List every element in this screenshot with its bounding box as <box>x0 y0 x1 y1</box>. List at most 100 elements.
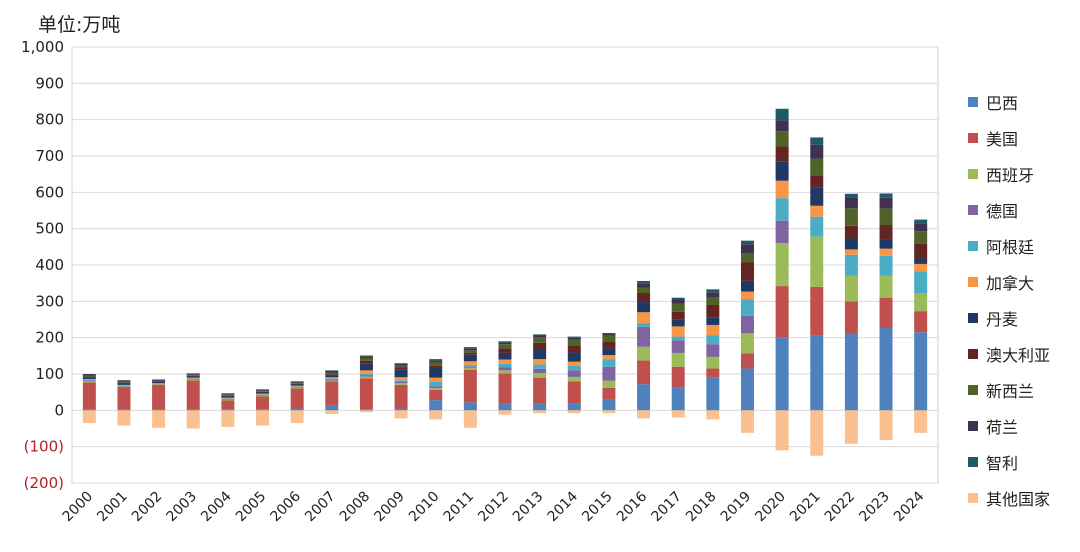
y-tick-label: 700 <box>35 147 64 165</box>
bar-segment <box>671 340 685 353</box>
bar-segment <box>117 385 131 387</box>
bar-segment <box>775 243 789 287</box>
bar-segment <box>602 410 616 414</box>
bar-segment <box>844 249 858 255</box>
bar-segment <box>879 208 893 226</box>
bar-segment <box>879 239 893 249</box>
bar-segment <box>533 377 547 404</box>
bar-segment <box>810 335 824 411</box>
bar-segment <box>256 395 270 397</box>
bar-segment <box>359 409 373 411</box>
bar-segment <box>602 366 616 381</box>
bar-segment <box>463 364 477 367</box>
bar-segment <box>359 358 373 361</box>
bars <box>82 108 928 456</box>
bar-segment <box>914 243 928 259</box>
legend-label: 德国 <box>986 202 1019 221</box>
legend-swatch <box>968 421 978 431</box>
bar-segment <box>82 376 96 378</box>
bar-segment <box>706 410 720 420</box>
bar-segment <box>498 403 512 411</box>
legend-swatch <box>968 169 978 179</box>
bar-segment <box>879 248 893 256</box>
y-tick-label: 0 <box>54 401 64 419</box>
bar-segment <box>706 368 720 378</box>
bar-segment <box>256 409 270 411</box>
bar-segment <box>775 220 789 244</box>
bar-segment <box>879 193 893 198</box>
bar-segment <box>567 370 581 377</box>
bar-segment <box>879 275 893 298</box>
bar-segment <box>325 375 339 378</box>
bar-segment <box>498 341 512 343</box>
bar-segment <box>221 397 235 399</box>
bar-segment <box>844 225 858 239</box>
grid-lines <box>71 46 939 484</box>
bar-segment <box>844 334 858 411</box>
bar-segment <box>463 348 477 351</box>
bar-segment <box>637 302 651 313</box>
bar-segment <box>637 280 651 284</box>
bar-segment <box>740 353 754 369</box>
bar-segment <box>82 382 96 410</box>
bar-segment <box>671 366 685 388</box>
x-tick-label: 2008 <box>337 489 374 526</box>
bar-segment <box>463 347 477 349</box>
bar-segment <box>706 356 720 369</box>
bar-segment <box>602 387 616 400</box>
bar-segment <box>498 342 512 345</box>
x-tick-label: 2023 <box>856 489 893 526</box>
x-tick-label: 2005 <box>233 489 270 526</box>
bar-segment <box>567 366 581 371</box>
x-tick-label: 2004 <box>198 488 235 525</box>
bar-segment <box>394 367 408 370</box>
y-axis-ticks: 1,000 900 800 700 600 500 400 300 200 100 0 (100) (2… <box>21 38 64 492</box>
bar-segment <box>429 400 443 411</box>
legend-item: 德国 <box>968 192 1050 228</box>
bar-segment <box>671 336 685 341</box>
bar-segment <box>152 383 166 384</box>
bar-segment <box>671 319 685 327</box>
bar-segment <box>602 380 616 388</box>
bar-segment <box>290 383 304 385</box>
bar-segment <box>325 372 339 375</box>
bar-segment <box>533 350 547 360</box>
bar-segment <box>914 332 928 411</box>
bar-segment <box>152 383 166 384</box>
bar-segment <box>671 297 685 300</box>
bar-segment <box>463 402 477 411</box>
legend-item: 阿根廷 <box>968 228 1050 264</box>
bar-segment <box>256 391 270 393</box>
bar-segment <box>221 393 235 395</box>
bar-segment <box>567 410 581 414</box>
bar-segment <box>359 355 373 357</box>
bar-segment <box>810 236 824 287</box>
legend-swatch <box>968 133 978 143</box>
bar-segment <box>186 380 200 410</box>
bar-segment <box>706 344 720 357</box>
x-tick-label: 2013 <box>510 489 547 526</box>
bar-segment <box>567 376 581 382</box>
bar-segment <box>152 384 166 385</box>
x-tick-label: 2017 <box>649 489 686 526</box>
bar-segment <box>498 344 512 349</box>
bar-segment <box>879 255 893 276</box>
bar-segment <box>533 364 547 369</box>
y-tick-label: 400 <box>35 256 64 274</box>
bar-segment <box>82 374 96 375</box>
bar-segment <box>740 299 754 316</box>
bar-segment <box>394 383 408 385</box>
bar-segment <box>498 373 512 404</box>
legend-swatch <box>968 385 978 395</box>
bar-segment <box>429 377 443 382</box>
x-tick-label: 2010 <box>406 489 443 526</box>
bar-segment <box>879 297 893 328</box>
bar-segment <box>775 410 789 451</box>
x-tick-label: 2018 <box>683 489 720 526</box>
bar-segment <box>671 303 685 312</box>
bar-segment <box>810 286 824 336</box>
bar-segment <box>256 392 270 394</box>
bar-segment <box>117 380 131 381</box>
bar-segment <box>775 180 789 199</box>
legend-swatch <box>968 493 978 503</box>
